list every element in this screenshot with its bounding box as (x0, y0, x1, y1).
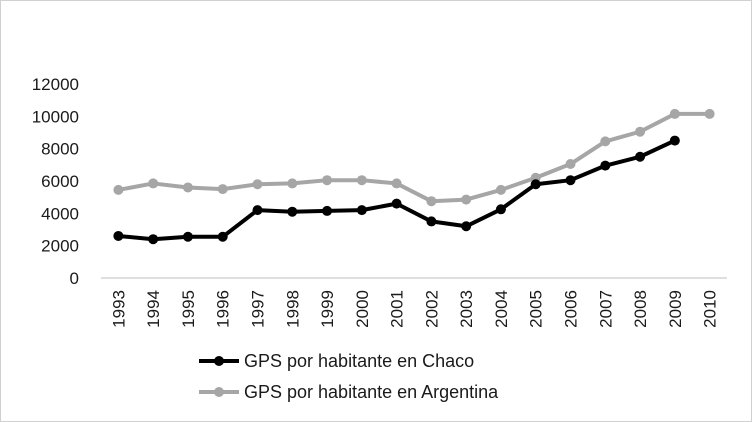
legend-item-argentina: GPS por habitante en Argentina (199, 382, 499, 402)
data-point (217, 184, 228, 195)
legend-item-chaco: GPS por habitante en Chaco (199, 351, 474, 371)
data-point (322, 175, 333, 186)
series-1 (113, 108, 715, 207)
y-tick-label: 2000 (41, 237, 79, 256)
y-tick-label: 8000 (41, 140, 79, 159)
x-tick-label: 1995 (179, 290, 198, 328)
y-tick-labels: 0 2000 4000 6000 8000 10000 12000 (32, 75, 79, 288)
y-tick-label: 12000 (32, 75, 79, 94)
x-tick-label: 2008 (631, 290, 650, 328)
data-point (600, 160, 611, 171)
x-tick-label: 1997 (249, 290, 268, 328)
y-tick-label: 4000 (41, 204, 79, 223)
data-point (495, 204, 506, 215)
x-tick-labels: 1993 1994 1995 1996 1997 1998 1999 2000 2001 2002… (109, 290, 719, 328)
data-point (704, 108, 715, 119)
data-point (391, 198, 402, 209)
data-point (287, 178, 298, 189)
data-point (669, 108, 680, 119)
x-tick-label: 2000 (353, 290, 372, 328)
x-tick-label: 2007 (596, 290, 615, 328)
legend-marker-argentina (214, 387, 224, 397)
data-point (113, 184, 124, 195)
x-tick-label: 1996 (214, 290, 233, 328)
data-point (461, 194, 472, 205)
data-point (113, 230, 124, 241)
data-point (635, 151, 646, 162)
y-tick-label: 0 (70, 269, 79, 288)
x-tick-label: 2010 (701, 290, 720, 328)
x-tick-label: 2006 (562, 290, 581, 328)
x-tick-label: 1994 (144, 290, 163, 328)
data-point (426, 216, 437, 227)
x-tick-label: 2005 (527, 290, 546, 328)
data-point (182, 231, 193, 242)
legend-marker-chaco (214, 356, 224, 366)
data-point (322, 205, 333, 216)
data-point (182, 182, 193, 193)
data-point (461, 221, 472, 232)
data-point (669, 135, 680, 146)
legend-label-chaco: GPS por habitante en Chaco (244, 351, 474, 371)
legend-label-argentina: GPS por habitante en Argentina (244, 382, 499, 402)
x-tick-label: 2009 (666, 290, 685, 328)
data-point (148, 178, 159, 189)
legend: GPS por habitante en Chaco GPS por habit… (199, 351, 499, 402)
data-point (635, 126, 646, 137)
x-tick-label: 1993 (109, 290, 128, 328)
data-point (495, 184, 506, 195)
data-point (148, 234, 159, 245)
x-tick-label: 1999 (318, 290, 337, 328)
data-point (426, 196, 437, 207)
data-point (356, 205, 367, 216)
data-point (565, 175, 576, 186)
data-point (600, 136, 611, 147)
x-tick-label: 2002 (422, 290, 441, 328)
series-line (118, 111, 710, 204)
data-point (252, 205, 263, 216)
data-point (252, 179, 263, 190)
data-point (217, 231, 228, 242)
x-tick-label: 2003 (457, 290, 476, 328)
x-tick-label: 2001 (388, 290, 407, 328)
data-point (565, 159, 576, 170)
series-lines (113, 108, 715, 245)
data-point (530, 179, 541, 190)
series-0 (113, 135, 680, 245)
data-point (391, 178, 402, 189)
data-point (287, 206, 298, 217)
y-tick-label: 6000 (41, 172, 79, 191)
data-point (356, 175, 367, 186)
x-tick-label: 1998 (283, 290, 302, 328)
x-tick-label: 2004 (492, 290, 511, 328)
y-tick-label: 10000 (32, 107, 79, 126)
